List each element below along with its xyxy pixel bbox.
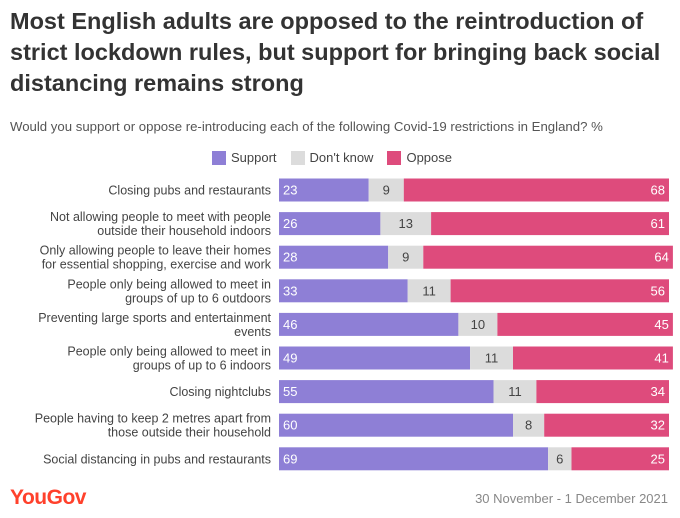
category-label: Closing nightclubs bbox=[170, 385, 271, 399]
yougov-logo: YouGov bbox=[10, 486, 86, 509]
data-label-don-t-know: 10 bbox=[471, 317, 485, 332]
category-label: Social distancing in pubs and restaurant… bbox=[43, 452, 271, 466]
data-label-don-t-know: 13 bbox=[399, 216, 413, 231]
bar-don-t-know bbox=[458, 312, 498, 336]
bar-support bbox=[279, 279, 408, 303]
data-label-don-t-know: 6 bbox=[556, 451, 563, 466]
legend-label-oppose: Oppose bbox=[406, 150, 452, 165]
bar-don-t-know bbox=[380, 212, 432, 236]
data-label-support: 49 bbox=[283, 351, 297, 366]
bar-oppose bbox=[513, 346, 673, 370]
bar-don-t-know bbox=[513, 413, 545, 437]
data-label-oppose: 32 bbox=[651, 418, 665, 433]
data-label-oppose: 34 bbox=[651, 384, 665, 399]
survey-date: 30 November - 1 December 2021 bbox=[475, 491, 668, 506]
data-label-support: 23 bbox=[283, 183, 297, 198]
bar-don-t-know bbox=[470, 346, 513, 370]
bar-oppose bbox=[431, 212, 669, 236]
category-label: Not allowing people to meet with people o… bbox=[50, 210, 271, 238]
legend-item-dont-know: Don't know bbox=[290, 150, 374, 165]
data-label-don-t-know: 11 bbox=[485, 351, 499, 366]
data-label-support: 55 bbox=[283, 384, 297, 399]
bar-support bbox=[279, 312, 459, 336]
bar-support bbox=[279, 212, 381, 236]
data-label-oppose: 64 bbox=[654, 250, 668, 265]
data-label-oppose: 41 bbox=[654, 351, 668, 366]
legend-label-dont-know: Don't know bbox=[309, 150, 374, 165]
data-label-oppose: 45 bbox=[654, 317, 668, 332]
data-label-oppose: 56 bbox=[651, 283, 665, 298]
bar-don-t-know bbox=[368, 178, 404, 202]
bar-support bbox=[279, 413, 513, 437]
legend-item-oppose: Oppose bbox=[387, 150, 452, 165]
chart-subtitle: Would you support or oppose re-introduci… bbox=[10, 119, 603, 134]
bar-support bbox=[279, 178, 369, 202]
bar-support bbox=[279, 380, 494, 404]
data-label-oppose: 25 bbox=[651, 451, 665, 466]
data-label-oppose: 68 bbox=[651, 183, 665, 198]
data-label-don-t-know: 11 bbox=[422, 283, 436, 298]
data-label-support: 33 bbox=[283, 283, 297, 298]
bar-oppose bbox=[423, 245, 673, 269]
data-label-oppose: 61 bbox=[651, 216, 665, 231]
category-label: People having to keep 2 metres apart fro… bbox=[35, 412, 271, 440]
bar-oppose bbox=[403, 178, 669, 202]
bar-oppose bbox=[544, 413, 669, 437]
category-label: Only allowing people to leave their home… bbox=[40, 244, 272, 272]
legend: Support Don't know Oppose bbox=[212, 150, 466, 165]
chart-title: Most English adults are opposed to the r… bbox=[10, 8, 661, 96]
bar-oppose bbox=[536, 380, 669, 404]
legend-item-support: Support bbox=[212, 150, 277, 165]
legend-swatch-oppose bbox=[387, 150, 402, 165]
data-label-support: 26 bbox=[283, 216, 297, 231]
data-label-support: 28 bbox=[283, 250, 297, 265]
bar-oppose bbox=[450, 279, 669, 303]
data-label-support: 69 bbox=[283, 451, 297, 466]
data-label-support: 60 bbox=[283, 418, 297, 433]
data-label-don-t-know: 9 bbox=[383, 183, 390, 198]
category-label: People only being allowed to meet in grou… bbox=[67, 277, 271, 305]
data-label-don-t-know: 11 bbox=[508, 384, 522, 399]
legend-swatch-support bbox=[212, 150, 226, 165]
bar-don-t-know bbox=[493, 380, 537, 404]
category-label: Closing pubs and restaurants bbox=[108, 184, 271, 198]
bar-support bbox=[279, 245, 389, 269]
bar-don-t-know bbox=[548, 447, 572, 471]
legend-label-support: Support bbox=[231, 150, 277, 165]
bar-don-t-know bbox=[407, 279, 451, 303]
bar-oppose bbox=[571, 447, 669, 471]
legend-swatch-dont-know bbox=[290, 150, 305, 165]
bar-oppose bbox=[497, 312, 673, 336]
category-label: People only being allowed to meet in grou… bbox=[67, 345, 271, 373]
data-label-don-t-know: 8 bbox=[525, 418, 532, 433]
bar-support bbox=[279, 346, 471, 370]
data-label-support: 46 bbox=[283, 317, 297, 332]
bar-don-t-know bbox=[388, 245, 424, 269]
data-label-don-t-know: 9 bbox=[402, 250, 409, 265]
category-label: Preventing large sports and entertainmen… bbox=[38, 311, 271, 339]
bar-support bbox=[279, 447, 549, 471]
